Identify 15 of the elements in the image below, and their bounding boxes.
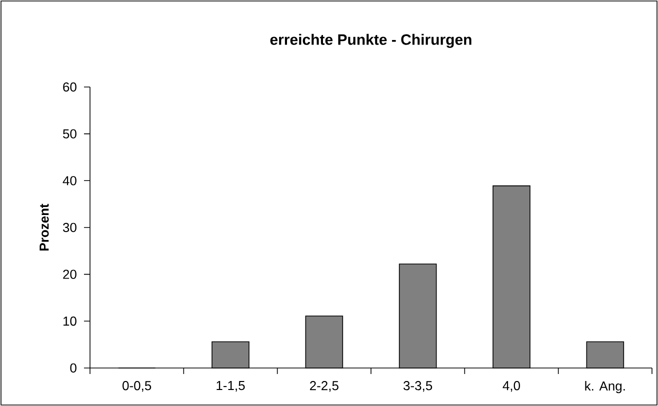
y-tick-label: 50 (63, 129, 76, 138)
x-tick-label: 0-0,5 (122, 381, 152, 392)
y-tick-label: 30 (62, 222, 76, 232)
x-tick-label: k. Ang. (585, 381, 625, 394)
x-tick-label: 1-1,5 (216, 381, 245, 392)
y-tick-label: 10 (63, 316, 76, 326)
y-tick-label: 40 (62, 176, 76, 186)
y-axis-title: Prozent (40, 204, 49, 250)
y-tick-label: 60 (63, 82, 76, 92)
y-tick-label: 0 (70, 363, 76, 373)
x-tick-label: 3-3,5 (404, 381, 432, 392)
x-tick-label: 2-2,5 (310, 381, 338, 392)
y-tick-label: 20 (63, 270, 76, 279)
x-tick-label: 4,0 (502, 381, 520, 392)
chart-title: erreichte Punkte - Chirurgen (270, 34, 472, 48)
